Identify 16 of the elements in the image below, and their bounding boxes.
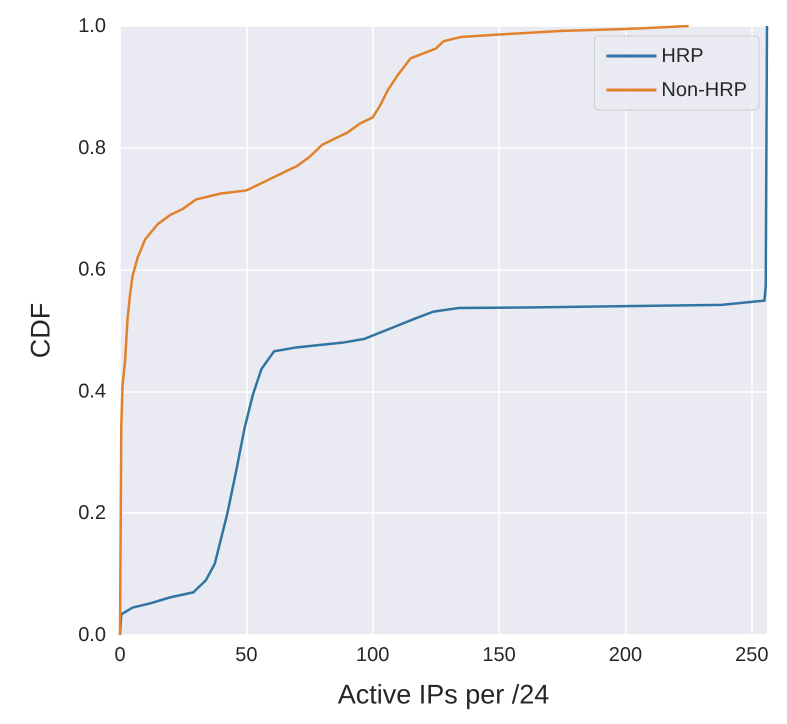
y-axis-title: CDF bbox=[26, 302, 56, 358]
x-tick-label: 200 bbox=[608, 644, 642, 666]
x-tick-label: 250 bbox=[735, 644, 769, 666]
x-tick-label: 0 bbox=[114, 644, 126, 666]
x-axis-title: Active IPs per /24 bbox=[338, 680, 550, 710]
legend-label: Non-HRP bbox=[661, 79, 747, 101]
x-tick-label: 50 bbox=[235, 644, 258, 666]
y-tick-label: 0.2 bbox=[78, 502, 106, 524]
y-tick-label: 0.0 bbox=[78, 624, 106, 646]
y-tick-label: 0.4 bbox=[78, 380, 106, 402]
y-tick-label: 0.8 bbox=[78, 136, 106, 159]
x-tick-label: 100 bbox=[356, 644, 390, 666]
y-tick-label: 1.0 bbox=[78, 15, 106, 37]
legend-label: HRP bbox=[661, 45, 704, 67]
x-tick-label: 150 bbox=[482, 644, 516, 666]
y-tick-label: 0.6 bbox=[78, 258, 106, 281]
